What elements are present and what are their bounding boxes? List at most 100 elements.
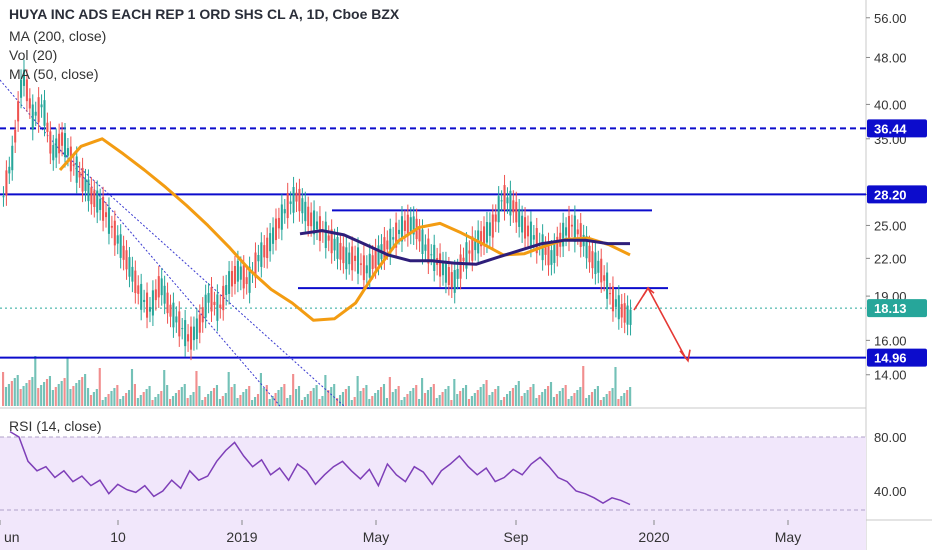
candle-body	[482, 226, 486, 245]
rsi-legend: RSI (14, close)	[9, 418, 102, 434]
candle-body	[588, 245, 591, 263]
candle-body	[11, 145, 14, 171]
candle-body	[178, 311, 181, 337]
candle-body	[233, 265, 236, 284]
volume-bar	[248, 386, 251, 406]
candle-body	[386, 240, 389, 250]
candle-body	[110, 225, 113, 228]
volume-bar	[233, 384, 236, 406]
volume-bar	[418, 399, 421, 406]
volume-bar	[629, 387, 632, 406]
volume-bar	[239, 395, 242, 406]
volume-bar	[89, 395, 93, 406]
volume-bar	[177, 390, 180, 406]
candle-body	[345, 247, 348, 270]
volume-bar	[573, 393, 576, 406]
candle-body	[257, 254, 260, 262]
volume-bar	[218, 399, 221, 406]
candle-body	[58, 133, 61, 154]
candle-body	[535, 228, 538, 254]
volume-bar	[599, 400, 602, 406]
candle-body	[529, 221, 532, 247]
candle-body	[327, 235, 330, 241]
volume-bar	[549, 382, 553, 406]
candle-body	[151, 290, 154, 316]
candle-body	[163, 285, 166, 304]
candle-body	[330, 229, 333, 254]
candle-body	[87, 179, 90, 202]
volume-bar	[262, 388, 265, 406]
volume-bar	[415, 385, 418, 406]
volume-bar	[110, 391, 113, 406]
volume-bar	[555, 394, 558, 406]
price-tick-label: 56.00	[874, 11, 907, 26]
volume-bar	[95, 389, 98, 406]
volume-bar	[374, 393, 377, 406]
candle-body	[116, 235, 119, 244]
candle-body	[532, 235, 535, 240]
volume-bar	[391, 392, 394, 406]
candle-body	[480, 231, 483, 247]
candle-body	[78, 171, 81, 178]
volume-bar	[309, 391, 312, 406]
volume-bar	[315, 385, 318, 406]
volume-bar	[491, 392, 494, 406]
candle-body	[198, 314, 201, 333]
candle-body	[245, 277, 248, 285]
volume-bar	[48, 376, 52, 406]
volume-bar	[25, 383, 28, 406]
candle-body	[125, 250, 128, 270]
candle-body	[497, 196, 500, 223]
candle-body	[491, 214, 494, 238]
candle-body	[63, 133, 67, 158]
candle-body	[488, 222, 491, 236]
volume-bar	[57, 384, 60, 406]
candle-body	[184, 320, 187, 347]
price-tick-label: 25.00	[874, 218, 907, 233]
candle-body	[175, 316, 178, 323]
volume-bar	[297, 386, 301, 406]
time-tick-label: 10	[110, 529, 126, 545]
candle-body	[521, 215, 524, 233]
volume-bar	[602, 397, 605, 406]
volume-bar	[242, 392, 245, 406]
volume-bar	[251, 400, 254, 406]
legend-volume: Vol (20)	[9, 47, 58, 63]
candle-body	[398, 229, 401, 235]
candle-body	[34, 111, 37, 116]
candle-body	[216, 294, 219, 321]
volume-bar	[154, 397, 157, 406]
candle-body	[597, 260, 600, 273]
candle-body	[354, 255, 357, 261]
volume-bar	[22, 386, 25, 406]
volume-bar	[130, 369, 134, 406]
candle-body	[512, 200, 515, 213]
candle-body	[189, 326, 193, 350]
candle-body	[594, 252, 597, 275]
volume-bar	[145, 389, 148, 406]
volume-bar	[552, 397, 556, 406]
candle-body	[359, 263, 362, 265]
time-tick-label: May	[775, 529, 801, 545]
volume-bar	[254, 397, 257, 406]
volume-bar	[300, 400, 304, 406]
volume-bar	[579, 387, 582, 406]
volume-bar	[412, 388, 415, 406]
candle-body	[424, 244, 427, 251]
candle-body	[301, 198, 304, 214]
volume-bar	[380, 387, 383, 406]
volume-bar	[207, 394, 210, 406]
volume-bar	[382, 384, 386, 406]
candle-body	[617, 295, 620, 320]
candle-body	[137, 285, 140, 294]
candle-body	[620, 304, 623, 318]
volume-bar	[500, 400, 503, 406]
volume-bar	[274, 393, 277, 406]
volume-bar	[529, 387, 532, 406]
price-label-box	[867, 119, 927, 138]
volume-bar	[330, 387, 333, 406]
time-tick-label: 2019	[226, 529, 257, 545]
candle-body	[310, 212, 313, 227]
candle-body	[295, 192, 298, 202]
